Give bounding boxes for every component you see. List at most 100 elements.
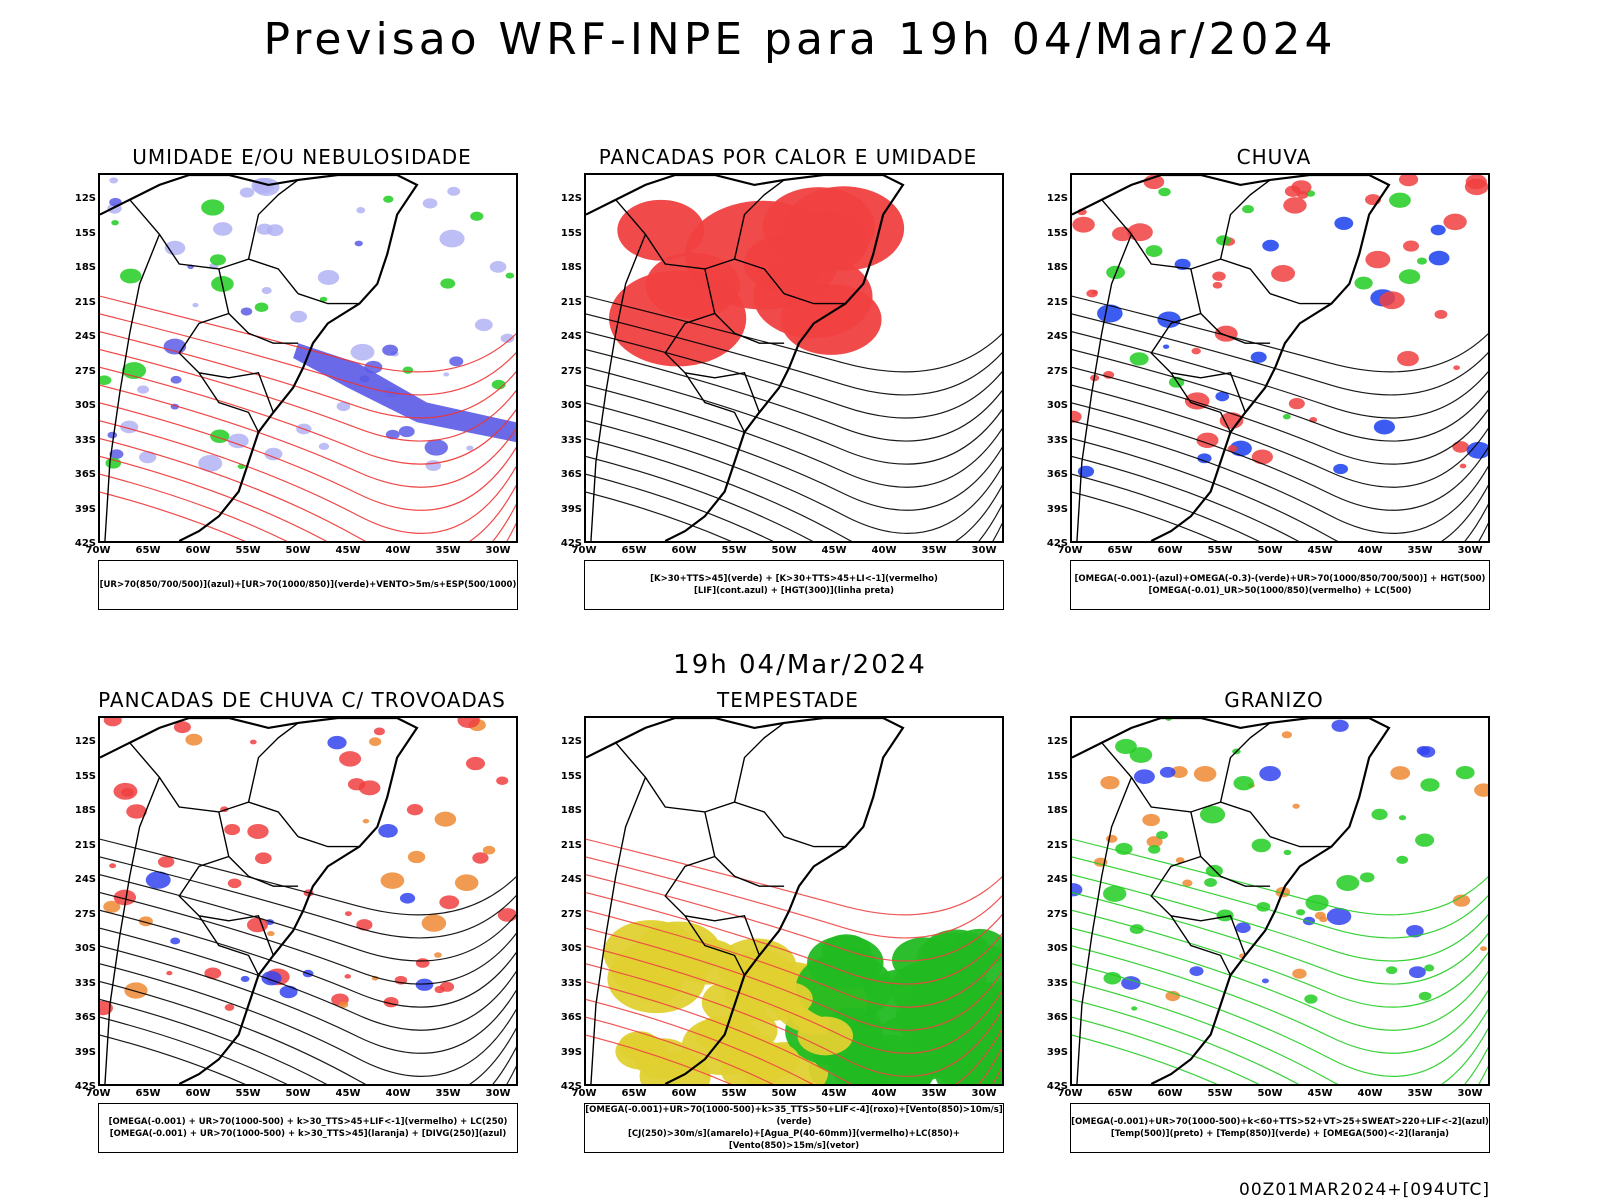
lon-tick-label: 45W [1307,1088,1333,1099]
shaded-area [380,872,405,889]
shaded-area [1304,994,1318,1004]
shaded-area [100,1000,113,1016]
forecast-map [584,173,1004,543]
country-border [590,234,647,541]
shaded-area [1145,245,1163,258]
panel-legend: [OMEGA(-0.001)+UR>70(1000-500)+k<60+TTS>… [1070,1103,1490,1153]
shaded-area [1428,250,1450,266]
country-border [1076,234,1133,541]
shaded-area [439,981,455,992]
panel-title: UMIDADE E/OU NEBULOSIDADE [132,145,472,169]
lat-tick-label: 33S [1046,434,1068,446]
shaded-area [797,1016,854,1056]
lon-tick-label: 30W [971,545,997,556]
shaded-area [434,811,457,827]
contour-line [1072,313,1488,396]
shaded-area [124,982,148,999]
country-border [297,293,360,305]
lat-tick-label: 15S [560,770,582,782]
shaded-area [227,878,242,889]
contour-line [100,420,516,534]
shaded-area [1424,964,1435,972]
lat-tick-label: 36S [1046,1012,1068,1023]
lat-tick-label: 42S [74,1081,96,1092]
shaded-area [1121,976,1141,990]
shaded-area [457,718,480,728]
shaded-area [1259,765,1281,782]
lon-tick-label: 35W [435,545,461,556]
lon-tick-label: 65W [1107,545,1133,556]
contour-line [100,1034,246,1084]
panel-legend: [UR>70(850/700/500)](azul)+[UR>70(1000/8… [98,560,518,610]
shaded-area [279,985,298,999]
lon-tick-label: 55W [1207,545,1233,556]
panel-title: CHUVA [1236,145,1312,169]
contour-line [1072,981,1488,1084]
legend-line: [OMEGA(-0.01)_UR>50(1000/850)(vermelho) … [1148,586,1412,596]
coastline [586,718,905,1084]
lon-tick-label: 55W [1207,1088,1233,1099]
shaded-area [126,804,147,819]
shaded-area [1148,845,1161,854]
map-canvas [586,718,1002,1084]
shaded-area [1251,838,1271,853]
contour-line [1072,455,1488,541]
shaded-area [166,970,173,976]
lon-tick-label: 60W [1157,545,1183,556]
lon-tick-label: 70W [1057,1088,1083,1099]
shaded-area [255,852,272,865]
lat-tick-label: 39S [74,503,96,515]
lat-tick-label: 12S [1046,736,1068,747]
map-canvas [1072,718,1488,1084]
lon-tick-label: 40W [385,1088,411,1099]
country-border [1269,836,1332,848]
shaded-area [497,908,516,922]
shaded-area [1334,216,1354,230]
panel-legend: [OMEGA(-0.001)-(azul)+OMEGA(-0.3)-(verde… [1070,560,1490,610]
contour-line [1072,420,1488,534]
map-canvas [100,718,516,1084]
shaded-area [1430,224,1446,236]
country-border [684,372,746,433]
lon-tick-label: 65W [621,545,647,556]
shaded-area [1416,257,1427,265]
shaded-area [1331,719,1349,732]
lon-tick-label: 45W [1307,545,1333,556]
shaded-area [1189,966,1204,977]
lat-tick-label: 42S [560,538,582,549]
shaded-area [447,186,461,196]
country-border [704,811,785,887]
shaded-area [1326,907,1352,926]
lat-tick-label: 27S [74,365,96,377]
contour-line [1072,838,1488,916]
contour-line [586,491,732,541]
shaded-area [1354,276,1373,290]
shaded-area [1360,872,1375,883]
contour-line [1072,473,1488,541]
map-panel-6: GRANIZO 12S 15S 18S 21S 24S 27S 30S 33S 36S 39S 42S… [1034,688,1514,1158]
lat-tick-label: 21S [1046,296,1068,308]
shaded-area [385,429,400,440]
shaded-area [1336,874,1360,892]
contour-line [586,998,1002,1084]
lon-tick-label: 50W [1257,545,1283,556]
lat-tick-label: 15S [1046,770,1068,782]
lat-tick-label: 27S [560,908,582,920]
shaded-area [1191,347,1201,355]
contour-line [100,473,516,541]
shaded-area [1398,175,1419,187]
lat-tick-label: 21S [560,296,582,308]
lat-tick-label: 18S [1046,805,1068,816]
shaded-area [425,460,442,471]
lat-tick-label: 36S [1046,469,1068,480]
shaded-area [1465,175,1487,190]
shaded-area [1480,946,1488,952]
contour-line [100,927,516,1031]
shaded-area [1281,731,1292,739]
shaded-area [356,919,373,931]
contour-line [1072,1016,1488,1084]
shaded-area [934,1038,1002,1084]
map-panel-4: PANCADAS DE CHUVA C/ TROVOADAS 12S 15S 18S 2… [62,688,542,1158]
shaded-area [1373,419,1395,435]
shaded-area [254,302,269,313]
